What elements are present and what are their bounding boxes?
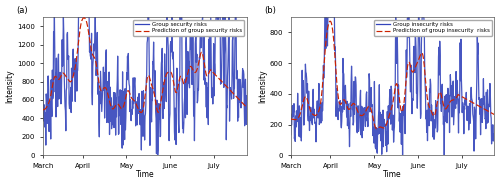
Y-axis label: Intensity: Intensity [6, 69, 15, 103]
X-axis label: Time: Time [384, 170, 402, 179]
Y-axis label: Intensity: Intensity [258, 69, 267, 103]
Text: (a): (a) [16, 6, 28, 15]
Text: (b): (b) [264, 6, 276, 15]
Legend: Group security risks, Prediction of group security risks: Group security risks, Prediction of grou… [133, 20, 244, 36]
Legend: Group insecurity risks, Prediction of group insecurity  risks: Group insecurity risks, Prediction of gr… [374, 20, 492, 36]
X-axis label: Time: Time [136, 170, 154, 179]
